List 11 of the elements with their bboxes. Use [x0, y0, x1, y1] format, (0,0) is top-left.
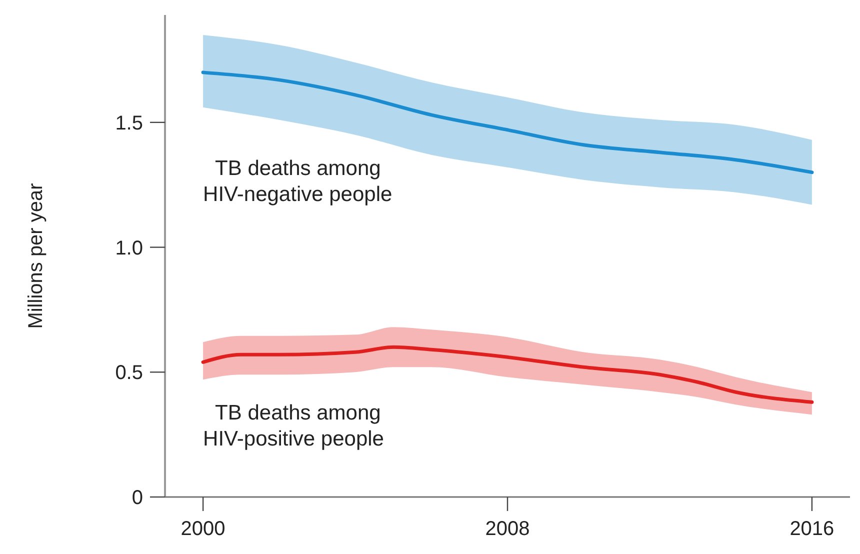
y-axis-title: Millions per year	[25, 182, 47, 329]
y-tick-label: 0.5	[115, 362, 143, 384]
line-series	[201, 345, 814, 404]
x-tick-label: 2000	[180, 518, 226, 540]
y-tick-label: 0	[132, 487, 143, 509]
y-tick-label: 1.0	[115, 237, 143, 260]
series-label: TB deaths among HIV-positive people	[203, 402, 384, 451]
x-tick-label: 2008	[485, 518, 530, 540]
text: TB deaths among HIV-negative people	[203, 156, 392, 206]
x-tick-label: 2016	[790, 518, 834, 540]
y-tick-label: 1.5	[115, 112, 143, 134]
